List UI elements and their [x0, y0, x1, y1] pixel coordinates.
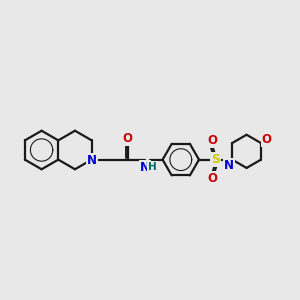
Text: H: H — [148, 162, 157, 172]
Text: O: O — [207, 134, 218, 147]
Text: N: N — [224, 159, 234, 172]
Text: O: O — [123, 132, 133, 145]
Text: O: O — [262, 133, 272, 146]
Text: S: S — [211, 153, 220, 166]
Text: N: N — [140, 160, 150, 174]
Text: O: O — [207, 172, 218, 185]
Text: N: N — [87, 154, 97, 167]
